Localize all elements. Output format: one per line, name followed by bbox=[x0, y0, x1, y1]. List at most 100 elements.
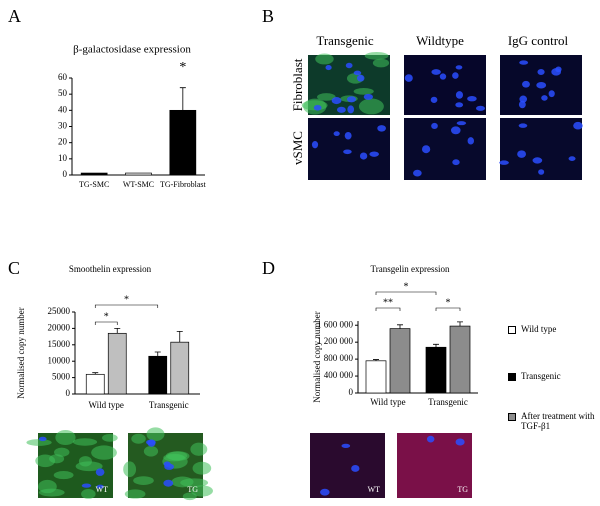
cell bbox=[81, 489, 96, 499]
cell bbox=[315, 53, 334, 65]
bar bbox=[365, 360, 387, 394]
cell bbox=[364, 52, 389, 60]
nucleus bbox=[532, 157, 543, 164]
column-label: Transgenic bbox=[316, 33, 374, 48]
y-tick-label: 25000 bbox=[48, 306, 71, 316]
bar bbox=[449, 325, 471, 394]
significance-bracket bbox=[435, 307, 461, 311]
y-axis-label: Normalised copy number bbox=[16, 307, 26, 398]
nucleus bbox=[426, 435, 435, 443]
error-bar bbox=[92, 372, 99, 375]
image-label: TG bbox=[457, 485, 468, 494]
x-tick-label: Wild type bbox=[370, 397, 405, 407]
nucleus bbox=[356, 74, 365, 82]
y-tick-label: 20 bbox=[58, 137, 68, 147]
micrograph bbox=[310, 433, 385, 498]
cell bbox=[192, 461, 212, 475]
x-tick-label: Transgenic bbox=[149, 400, 189, 410]
bar bbox=[107, 332, 127, 395]
nucleus bbox=[456, 121, 467, 126]
cell bbox=[358, 98, 384, 115]
chart-title: Smoothelin expression bbox=[69, 264, 152, 274]
cell bbox=[353, 87, 374, 95]
nucleus bbox=[325, 65, 332, 71]
nucleus bbox=[536, 81, 547, 89]
panel-label: D bbox=[262, 258, 275, 278]
cell bbox=[26, 439, 52, 446]
cell bbox=[124, 489, 146, 499]
nucleus bbox=[450, 126, 461, 135]
nucleus bbox=[38, 436, 47, 442]
legend-swatch bbox=[508, 413, 516, 421]
nucleus bbox=[548, 90, 555, 98]
image-label: WT bbox=[96, 485, 109, 494]
y-tick-label: 1 600 000 bbox=[317, 319, 354, 329]
y-tick-label: 800 000 bbox=[324, 353, 354, 363]
y-tick-label: 20000 bbox=[48, 322, 71, 332]
y-tick-label: 1 200 000 bbox=[317, 336, 354, 346]
cell bbox=[72, 438, 98, 446]
nucleus bbox=[311, 141, 319, 149]
significance: * bbox=[404, 281, 409, 292]
nucleus bbox=[413, 169, 422, 177]
error-bar bbox=[176, 330, 183, 343]
panel-label: C bbox=[8, 258, 20, 278]
error-bar bbox=[433, 343, 439, 348]
nucleus bbox=[537, 68, 545, 76]
y-tick-label: 60 bbox=[58, 72, 68, 82]
nucleus bbox=[431, 122, 438, 129]
micrograph bbox=[308, 118, 390, 180]
cell bbox=[35, 454, 56, 468]
nucleus bbox=[538, 169, 545, 175]
x-tick-label: TG-Fibroblast bbox=[160, 180, 207, 189]
bar bbox=[80, 172, 108, 176]
nucleus bbox=[522, 80, 530, 88]
cell bbox=[55, 429, 76, 446]
nucleus bbox=[467, 137, 475, 145]
nucleus bbox=[95, 468, 105, 476]
nucleus bbox=[431, 69, 441, 75]
legend-label: Transgenic bbox=[521, 371, 561, 381]
chart-title: β-galactosidase expression bbox=[73, 44, 191, 56]
cell bbox=[133, 476, 154, 485]
nucleus bbox=[347, 105, 355, 114]
y-tick-label: 40 bbox=[58, 104, 68, 114]
significance-bracket bbox=[375, 291, 437, 295]
cell bbox=[54, 447, 70, 457]
bar bbox=[170, 341, 190, 395]
cell bbox=[91, 445, 117, 460]
image-label: WT bbox=[368, 485, 381, 494]
nucleus bbox=[519, 60, 529, 65]
nucleus bbox=[519, 95, 528, 103]
nucleus bbox=[430, 96, 438, 103]
nucleus bbox=[81, 483, 92, 488]
y-tick-label: 10000 bbox=[48, 355, 71, 365]
nucleus bbox=[455, 438, 465, 446]
bar bbox=[389, 328, 411, 394]
cell bbox=[53, 471, 74, 480]
nucleus bbox=[333, 131, 340, 137]
panel-label: B bbox=[262, 6, 274, 26]
nucleus bbox=[359, 152, 368, 160]
bar bbox=[425, 346, 447, 394]
nucleus bbox=[313, 104, 322, 111]
y-tick-label: 0 bbox=[63, 169, 68, 179]
x-tick-label: WT-SMC bbox=[123, 180, 154, 189]
nucleus bbox=[345, 62, 353, 69]
legend-swatch bbox=[508, 326, 516, 334]
panel-label: A bbox=[8, 6, 21, 26]
error-bar bbox=[154, 351, 161, 357]
significance: * bbox=[104, 311, 109, 322]
cell bbox=[146, 427, 165, 442]
cell bbox=[317, 93, 336, 101]
y-tick-label: 50 bbox=[58, 88, 68, 98]
nucleus bbox=[421, 145, 431, 154]
nucleus bbox=[568, 156, 576, 161]
nucleus bbox=[336, 106, 346, 113]
legend-item: Transgenic bbox=[508, 371, 598, 381]
significance-bracket bbox=[94, 321, 118, 325]
significance: ** bbox=[383, 297, 393, 308]
y-axis-label: Normalised copy number bbox=[312, 311, 322, 402]
significance: * bbox=[446, 297, 451, 308]
